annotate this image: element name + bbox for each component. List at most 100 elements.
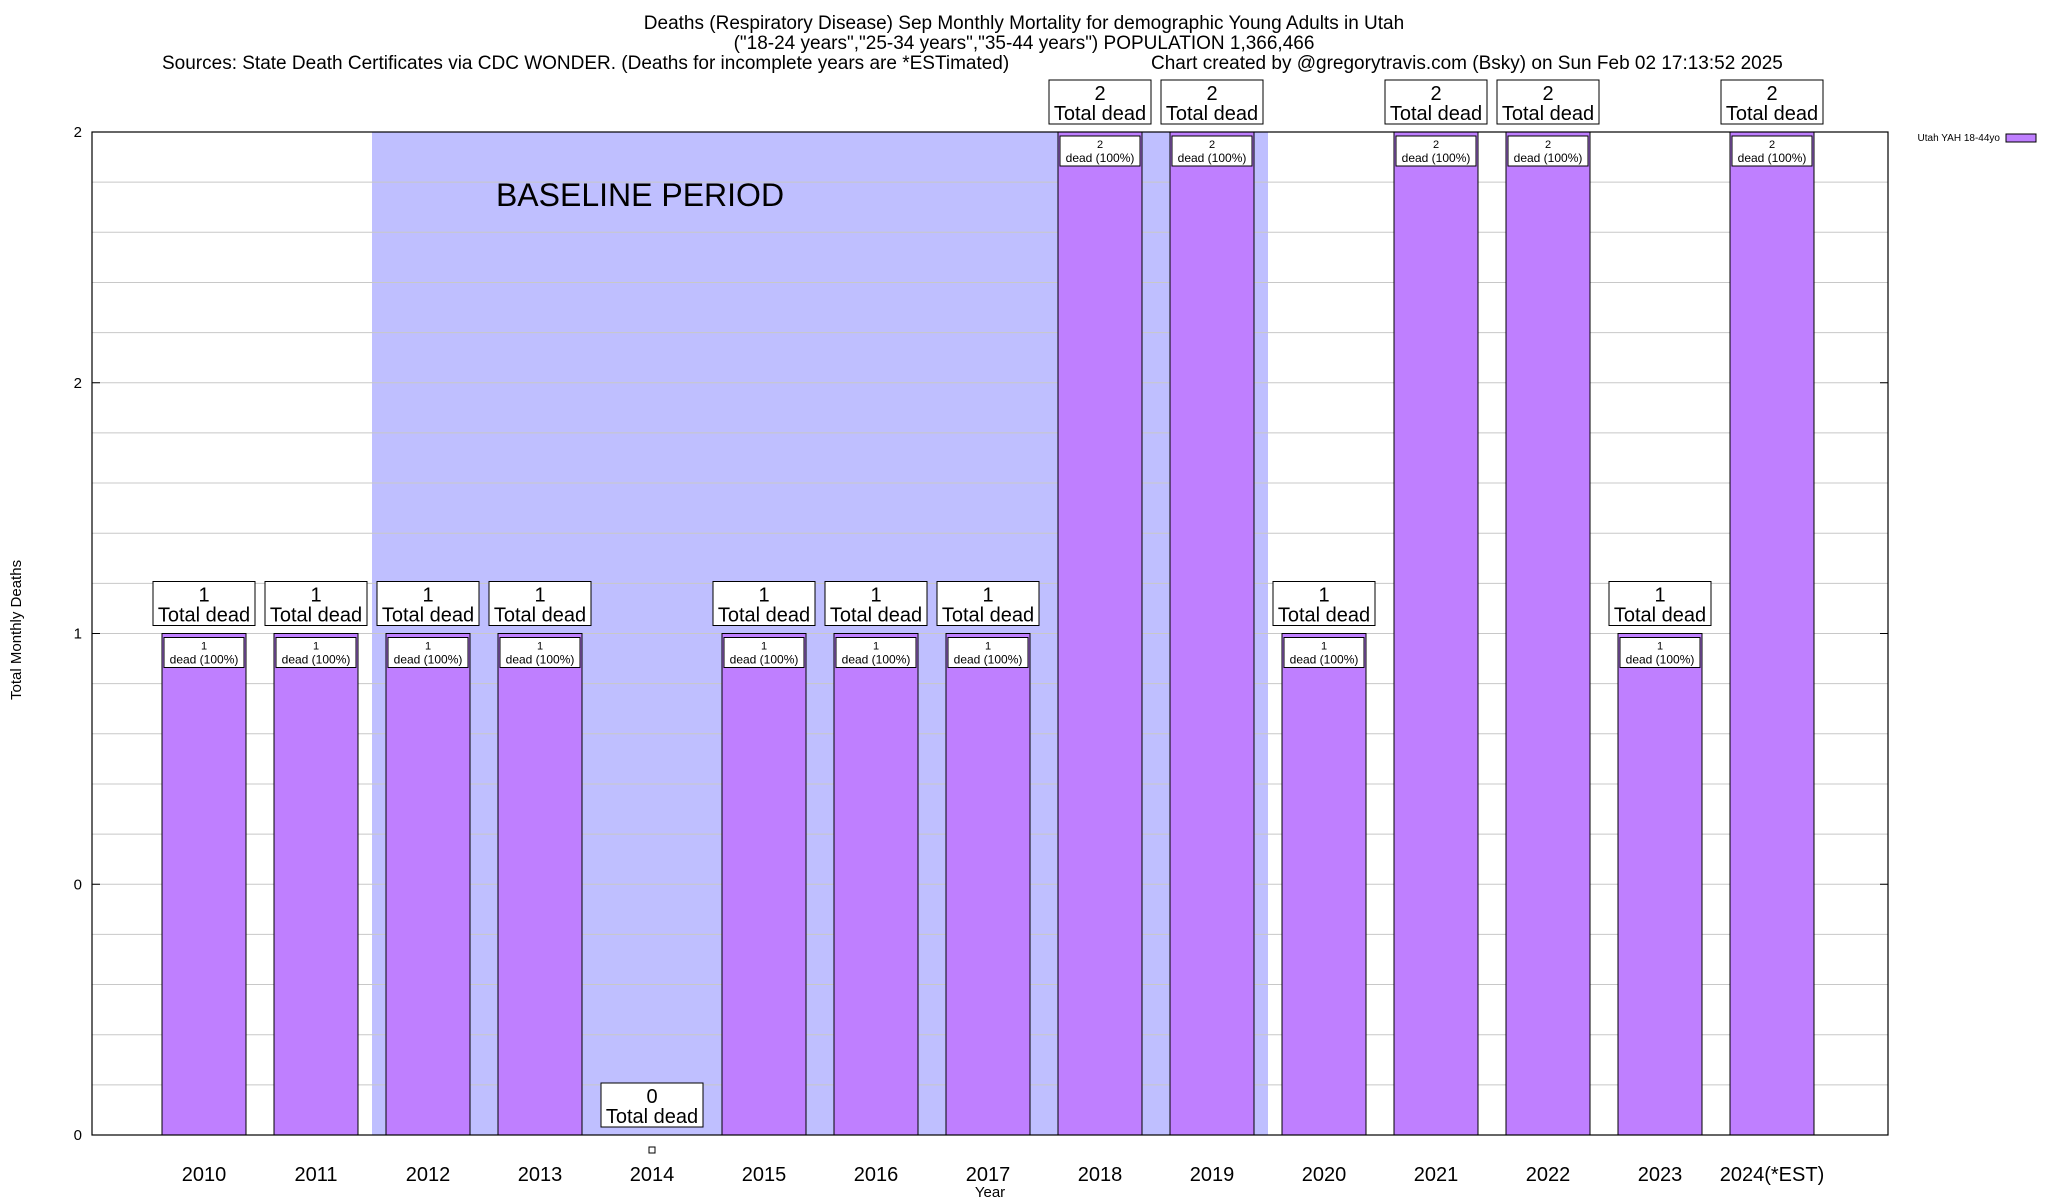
total-label-text: Total dead [1054,103,1146,125]
x-tick-label: 2016 [854,1164,899,1186]
total-label-box [824,581,928,626]
inner-label-box [835,637,917,668]
y-tick-label: 2 [74,375,82,392]
y-tick-label: 2 [74,124,82,141]
bar-2012 [385,633,471,1136]
sources-text: Sources: State Death Certificates via CD… [162,53,1010,74]
bar-2024(*EST) [1729,131,1815,1136]
bar-2020 [1281,633,1367,1136]
bar-2019 [1169,131,1255,1136]
inner-label-box [275,637,357,668]
total-label-text: Total dead [718,605,810,627]
chart-subtitle: ("18-24 years","25-34 years","35-44 year… [733,33,1315,54]
total-label-text: Total dead [606,1106,698,1128]
total-label-count: 2 [1430,83,1441,105]
inner-label-count: 1 [425,641,431,653]
inner-label-count: 2 [1545,139,1551,151]
total-label-box [936,581,1040,626]
inner-label-box [723,637,805,668]
inner-label-count: 1 [761,641,767,653]
x-tick-label: 2015 [742,1164,787,1186]
inner-label-count: 1 [537,641,543,653]
x-tick-label: 2010 [182,1164,227,1186]
x-tick-label: 2013 [518,1164,563,1186]
inner-label-count: 1 [201,641,207,653]
total-label-box [1272,581,1376,626]
total-label-count: 1 [1318,585,1329,607]
x-tick-label: 2020 [1302,1164,1347,1186]
bar-2017 [945,633,1031,1136]
total-label-count: 1 [1654,585,1665,607]
total-label-text: Total dead [158,605,250,627]
bar-2021 [1393,131,1479,1136]
x-axis-label: Year [975,1184,1005,1200]
inner-label-count: 2 [1769,139,1775,151]
inner-label-box [1171,135,1253,167]
y-tick-label: 0 [74,1127,82,1144]
total-label-box [1720,79,1824,125]
bar-2010 [161,633,247,1136]
chart-title: Deaths (Respiratory Disease) Sep Monthly… [643,13,1405,34]
inner-label-box [499,637,581,668]
inner-label-text: dead (100%) [1738,151,1807,165]
total-label-text: Total dead [382,605,474,627]
total-label-count: 0 [646,1086,657,1108]
total-label-box [376,581,480,626]
total-label-text: Total dead [830,605,922,627]
bar-2015 [721,633,807,1136]
inner-label-box [1059,135,1141,167]
total-label-count: 2 [1542,83,1553,105]
inner-label-count: 2 [1209,139,1215,151]
bar-2011 [273,633,359,1136]
total-label-box [600,1082,704,1128]
total-label-box [264,581,368,626]
inner-label-text: dead (100%) [394,653,463,667]
inner-label-text: dead (100%) [282,653,351,667]
y-axis-label: Total Monthly Deaths [8,559,25,700]
total-label-count: 1 [310,585,321,607]
total-label-count: 1 [870,585,881,607]
total-label-text: Total dead [942,605,1034,627]
total-label-count: 1 [422,585,433,607]
bar-2023 [1617,633,1703,1136]
total-label-box [1496,79,1600,125]
inner-label-text: dead (100%) [1290,653,1359,667]
inner-label-box [1283,637,1365,668]
total-label-box [1608,581,1712,626]
legend-swatch [2005,133,2037,143]
inner-label-box [1619,637,1701,668]
y-tick-label: 0 [74,876,82,893]
total-label-text: Total dead [1502,103,1594,125]
inner-label-box [1395,135,1477,167]
bar-2016 [833,633,919,1136]
x-tick-label: 2018 [1078,1164,1123,1186]
total-label-text: Total dead [1390,103,1482,125]
x-tick-label: 2024(*EST) [1720,1164,1825,1186]
inner-label-box [947,637,1029,668]
x-tick-label: 2023 [1638,1164,1683,1186]
bar-2022 [1505,131,1591,1136]
x-tick-label: 2014 [630,1164,675,1186]
inner-label-text: dead (100%) [506,653,575,667]
total-label-count: 1 [534,585,545,607]
y-tick-label: 1 [74,626,82,643]
total-label-count: 1 [198,585,209,607]
inner-label-text: dead (100%) [842,653,911,667]
total-label-count: 2 [1094,83,1105,105]
inner-label-box [1507,135,1589,167]
total-label-text: Total dead [1278,605,1370,627]
inner-label-count: 1 [313,641,319,653]
total-label-text: Total dead [1614,605,1706,627]
total-label-count: 1 [982,585,993,607]
inner-label-text: dead (100%) [1626,653,1695,667]
inner-label-text: dead (100%) [954,653,1023,667]
total-label-count: 2 [1206,83,1217,105]
inner-label-box [387,637,469,668]
inner-label-box [1731,135,1813,167]
inner-label-count: 2 [1433,139,1439,151]
inner-label-text: dead (100%) [1066,151,1135,165]
inner-label-count: 1 [1657,641,1663,653]
x-tick-label: 2011 [294,1164,337,1186]
plot-border [91,131,1889,1136]
